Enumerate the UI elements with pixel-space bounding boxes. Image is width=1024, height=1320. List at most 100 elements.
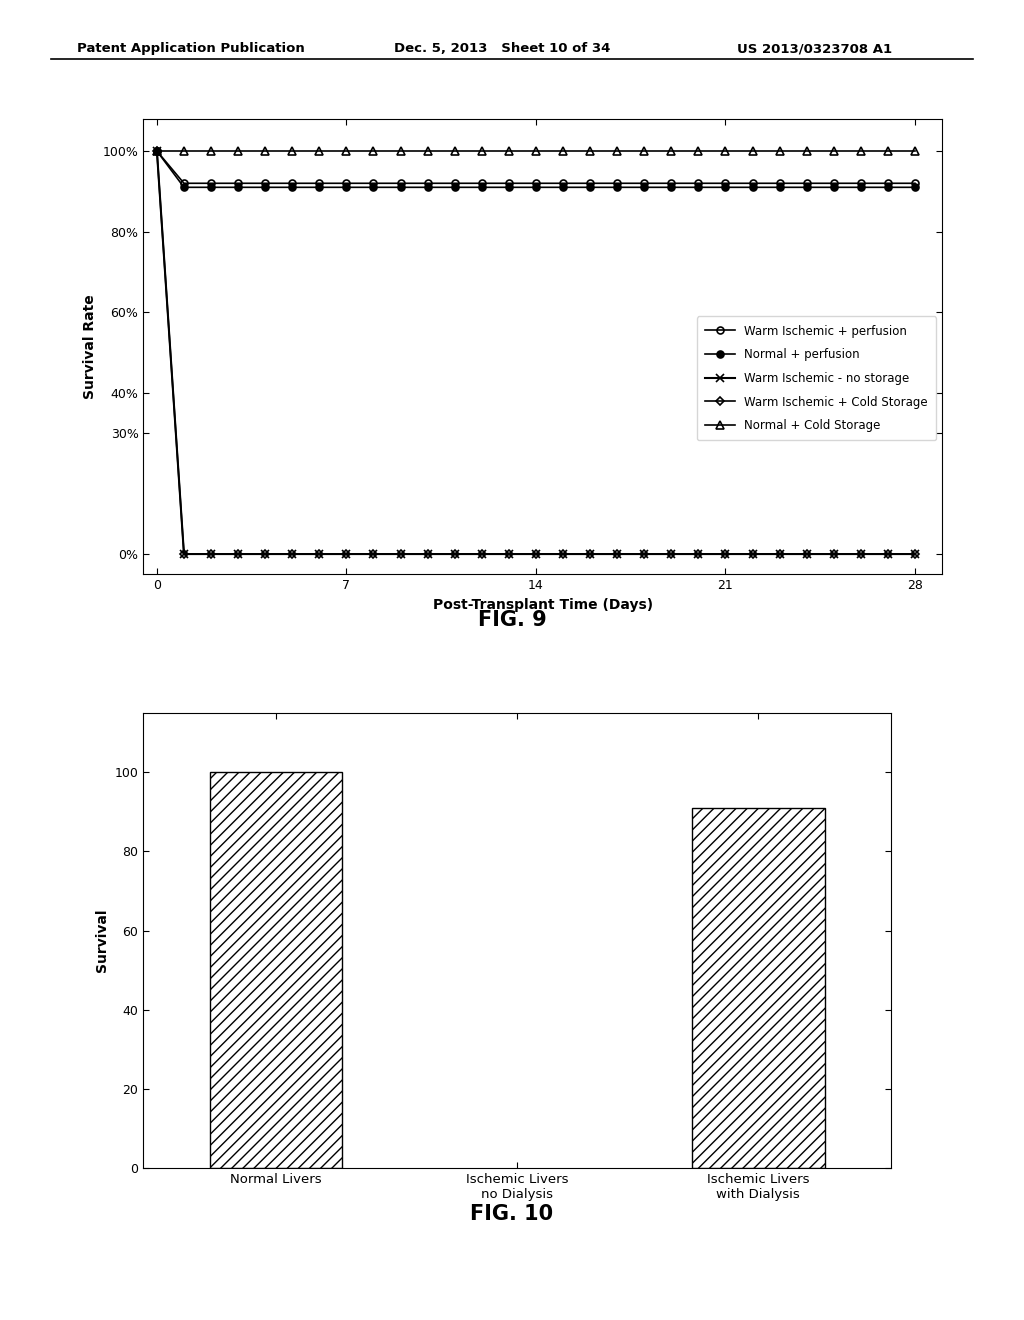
Normal + perfusion — [476, 180, 488, 195]
Warm Ischemic - no storage — [205, 546, 217, 562]
Warm Ischemic - no storage — [584, 546, 596, 562]
Normal + perfusion — [773, 180, 785, 195]
Warm Ischemic + Cold Storage — [476, 546, 488, 562]
Warm Ischemic + perfusion — [746, 176, 759, 191]
Normal + Cold Storage — [855, 143, 867, 158]
Warm Ischemic - no storage — [476, 546, 488, 562]
Warm Ischemic - no storage — [449, 546, 461, 562]
Normal + perfusion — [557, 180, 569, 195]
Normal + Cold Storage — [368, 143, 380, 158]
Normal + perfusion — [286, 180, 298, 195]
Warm Ischemic - no storage — [151, 143, 163, 158]
Normal + perfusion — [394, 180, 407, 195]
Warm Ischemic + perfusion — [503, 176, 515, 191]
Warm Ischemic + perfusion — [529, 176, 542, 191]
Normal + Cold Storage — [340, 143, 352, 158]
Warm Ischemic + Cold Storage — [827, 546, 840, 562]
Line: Normal + perfusion: Normal + perfusion — [154, 148, 919, 191]
Normal + Cold Storage — [638, 143, 650, 158]
Normal + perfusion — [232, 180, 245, 195]
Warm Ischemic + perfusion — [205, 176, 217, 191]
Warm Ischemic + Cold Storage — [746, 546, 759, 562]
Line: Warm Ischemic + Cold Storage: Warm Ischemic + Cold Storage — [155, 148, 918, 557]
Line: Warm Ischemic - no storage: Warm Ischemic - no storage — [153, 147, 920, 558]
Warm Ischemic + perfusion — [422, 176, 434, 191]
Warm Ischemic - no storage — [259, 546, 271, 562]
Warm Ischemic + perfusion — [855, 176, 867, 191]
Normal + perfusion — [205, 180, 217, 195]
Warm Ischemic + perfusion — [259, 176, 271, 191]
Warm Ischemic + Cold Storage — [773, 546, 785, 562]
Warm Ischemic - no storage — [666, 546, 678, 562]
Normal + perfusion — [529, 180, 542, 195]
Warm Ischemic - no storage — [719, 546, 731, 562]
Normal + perfusion — [638, 180, 650, 195]
Warm Ischemic - no storage — [557, 546, 569, 562]
Warm Ischemic + perfusion — [692, 176, 705, 191]
Warm Ischemic + Cold Storage — [394, 546, 407, 562]
X-axis label: Post-Transplant Time (Days): Post-Transplant Time (Days) — [433, 598, 652, 611]
Y-axis label: Survival Rate: Survival Rate — [83, 294, 97, 399]
Normal + perfusion — [855, 180, 867, 195]
Warm Ischemic + Cold Storage — [368, 546, 380, 562]
Warm Ischemic - no storage — [394, 546, 407, 562]
Normal + Cold Storage — [909, 143, 922, 158]
Normal + perfusion — [584, 180, 596, 195]
Normal + Cold Storage — [529, 143, 542, 158]
Warm Ischemic + perfusion — [827, 176, 840, 191]
Normal + Cold Storage — [259, 143, 271, 158]
Warm Ischemic - no storage — [882, 546, 894, 562]
Warm Ischemic + Cold Storage — [151, 143, 163, 158]
Warm Ischemic + Cold Storage — [340, 546, 352, 562]
Warm Ischemic + Cold Storage — [422, 546, 434, 562]
Bar — [692, 808, 824, 1168]
Warm Ischemic + perfusion — [882, 176, 894, 191]
Normal + perfusion — [313, 180, 326, 195]
Warm Ischemic + perfusion — [178, 176, 190, 191]
Warm Ischemic + Cold Storage — [855, 546, 867, 562]
Normal + perfusion — [368, 180, 380, 195]
Normal + Cold Storage — [313, 143, 326, 158]
Warm Ischemic + perfusion — [286, 176, 298, 191]
Warm Ischemic + perfusion — [449, 176, 461, 191]
Normal + perfusion — [666, 180, 678, 195]
Warm Ischemic - no storage — [746, 546, 759, 562]
Text: Dec. 5, 2013   Sheet 10 of 34: Dec. 5, 2013 Sheet 10 of 34 — [394, 42, 610, 55]
Normal + perfusion — [422, 180, 434, 195]
Normal + perfusion — [449, 180, 461, 195]
Normal + perfusion — [909, 180, 922, 195]
Warm Ischemic - no storage — [422, 546, 434, 562]
Warm Ischemic + perfusion — [368, 176, 380, 191]
Text: Patent Application Publication: Patent Application Publication — [77, 42, 304, 55]
Normal + perfusion — [827, 180, 840, 195]
Warm Ischemic - no storage — [232, 546, 245, 562]
Normal + Cold Storage — [611, 143, 624, 158]
Normal + Cold Storage — [557, 143, 569, 158]
Normal + Cold Storage — [719, 143, 731, 158]
Warm Ischemic + perfusion — [394, 176, 407, 191]
Normal + Cold Storage — [503, 143, 515, 158]
Warm Ischemic + Cold Storage — [529, 546, 542, 562]
Warm Ischemic + Cold Storage — [259, 546, 271, 562]
Warm Ischemic + Cold Storage — [801, 546, 813, 562]
Text: FIG. 10: FIG. 10 — [470, 1204, 554, 1224]
Warm Ischemic - no storage — [827, 546, 840, 562]
Normal + perfusion — [503, 180, 515, 195]
Normal + perfusion — [692, 180, 705, 195]
Normal + Cold Storage — [232, 143, 245, 158]
Warm Ischemic + Cold Storage — [584, 546, 596, 562]
Normal + perfusion — [151, 143, 163, 158]
Warm Ischemic - no storage — [503, 546, 515, 562]
Warm Ischemic - no storage — [313, 546, 326, 562]
Normal + perfusion — [746, 180, 759, 195]
Normal + Cold Storage — [476, 143, 488, 158]
Normal + perfusion — [801, 180, 813, 195]
Warm Ischemic + Cold Storage — [313, 546, 326, 562]
Warm Ischemic + perfusion — [151, 143, 163, 158]
Legend: Warm Ischemic + perfusion, Normal + perfusion, Warm Ischemic - no storage, Warm : Warm Ischemic + perfusion, Normal + perf… — [697, 317, 936, 441]
Text: US 2013/0323708 A1: US 2013/0323708 A1 — [737, 42, 892, 55]
Normal + Cold Storage — [205, 143, 217, 158]
Normal + perfusion — [882, 180, 894, 195]
Bar — [210, 772, 342, 1168]
Warm Ischemic - no storage — [801, 546, 813, 562]
